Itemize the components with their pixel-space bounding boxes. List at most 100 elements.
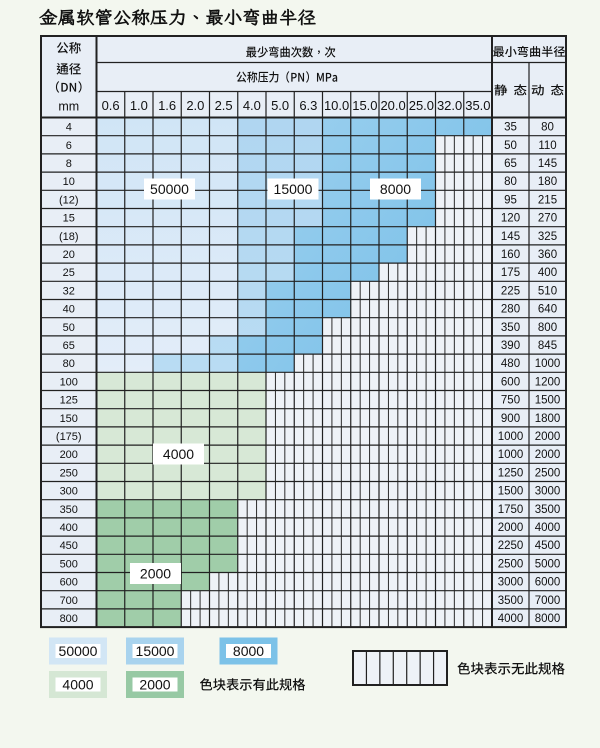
svg-text:125: 125 bbox=[60, 395, 78, 407]
svg-text:6000: 6000 bbox=[535, 577, 561, 589]
svg-text:1800: 1800 bbox=[535, 413, 561, 425]
svg-text:6.3: 6.3 bbox=[299, 98, 317, 113]
svg-text:1750: 1750 bbox=[498, 504, 524, 516]
svg-text:1.6: 1.6 bbox=[158, 98, 176, 113]
svg-text:900: 900 bbox=[501, 413, 520, 425]
svg-text:32.0: 32.0 bbox=[437, 98, 462, 113]
svg-text:640: 640 bbox=[538, 304, 557, 316]
svg-text:600: 600 bbox=[60, 577, 78, 589]
svg-text:(175): (175) bbox=[56, 431, 82, 443]
svg-text:280: 280 bbox=[501, 304, 520, 316]
svg-text:8: 8 bbox=[66, 158, 72, 170]
svg-text:2000: 2000 bbox=[535, 449, 561, 461]
svg-text:700: 700 bbox=[60, 595, 78, 607]
svg-text:65: 65 bbox=[63, 340, 75, 352]
svg-text:1500: 1500 bbox=[498, 486, 524, 498]
svg-text:100: 100 bbox=[60, 376, 78, 388]
svg-text:390: 390 bbox=[501, 340, 520, 352]
svg-text:150: 150 bbox=[60, 413, 78, 425]
svg-text:7000: 7000 bbox=[535, 595, 561, 607]
svg-text:1000: 1000 bbox=[535, 358, 561, 370]
svg-text:750: 750 bbox=[501, 395, 520, 407]
svg-text:1000: 1000 bbox=[498, 449, 524, 461]
svg-text:mm: mm bbox=[58, 100, 79, 114]
svg-text:450: 450 bbox=[60, 540, 78, 552]
svg-text:2000: 2000 bbox=[498, 522, 524, 534]
svg-text:20.0: 20.0 bbox=[380, 98, 405, 113]
svg-text:15: 15 bbox=[63, 213, 75, 225]
svg-text:400: 400 bbox=[538, 267, 557, 279]
svg-text:2500: 2500 bbox=[535, 467, 561, 479]
svg-text:35.0: 35.0 bbox=[465, 98, 490, 113]
svg-text:3500: 3500 bbox=[498, 595, 524, 607]
svg-text:15000: 15000 bbox=[274, 181, 313, 197]
svg-text:200: 200 bbox=[60, 449, 78, 461]
svg-text:0.6: 0.6 bbox=[102, 98, 120, 113]
svg-text:50000: 50000 bbox=[150, 181, 189, 197]
svg-text:1000: 1000 bbox=[498, 431, 524, 443]
svg-text:5000: 5000 bbox=[535, 558, 561, 570]
svg-text:480: 480 bbox=[501, 358, 520, 370]
svg-text:300: 300 bbox=[60, 486, 78, 498]
svg-text:10: 10 bbox=[63, 176, 75, 188]
svg-text:3000: 3000 bbox=[498, 577, 524, 589]
svg-text:4.0: 4.0 bbox=[243, 98, 261, 113]
svg-text:4000: 4000 bbox=[535, 522, 561, 534]
svg-text:5.0: 5.0 bbox=[271, 98, 289, 113]
svg-text:270: 270 bbox=[538, 213, 557, 225]
svg-text:1500: 1500 bbox=[535, 395, 561, 407]
svg-text:3500: 3500 bbox=[535, 504, 561, 516]
svg-text:65: 65 bbox=[504, 158, 517, 170]
svg-text:510: 510 bbox=[538, 285, 557, 297]
svg-text:80: 80 bbox=[504, 176, 517, 188]
svg-text:160: 160 bbox=[501, 249, 520, 261]
svg-text:250: 250 bbox=[60, 467, 78, 479]
svg-text:50: 50 bbox=[504, 140, 517, 152]
svg-text:4000: 4000 bbox=[163, 446, 194, 462]
svg-text:80: 80 bbox=[63, 358, 75, 370]
svg-text:(12): (12) bbox=[59, 194, 79, 206]
svg-text:4000: 4000 bbox=[62, 677, 93, 693]
svg-text:20: 20 bbox=[63, 249, 75, 261]
svg-text:15.0: 15.0 bbox=[352, 98, 377, 113]
svg-text:215: 215 bbox=[538, 194, 557, 206]
svg-text:225: 225 bbox=[501, 285, 520, 297]
svg-text:2.5: 2.5 bbox=[215, 98, 233, 113]
svg-text:2250: 2250 bbox=[498, 540, 524, 552]
svg-text:350: 350 bbox=[501, 322, 520, 334]
svg-text:15000: 15000 bbox=[136, 643, 175, 659]
svg-text:4000: 4000 bbox=[498, 613, 524, 625]
svg-text:2000: 2000 bbox=[535, 431, 561, 443]
svg-text:1200: 1200 bbox=[535, 376, 561, 388]
svg-text:360: 360 bbox=[538, 249, 557, 261]
svg-text:175: 175 bbox=[501, 267, 520, 279]
svg-text:95: 95 bbox=[504, 194, 517, 206]
svg-text:10.0: 10.0 bbox=[324, 98, 349, 113]
svg-text:120: 120 bbox=[501, 213, 520, 225]
svg-text:145: 145 bbox=[501, 231, 520, 243]
svg-text:180: 180 bbox=[538, 176, 557, 188]
svg-text:50: 50 bbox=[63, 322, 75, 334]
svg-text:845: 845 bbox=[538, 340, 557, 352]
svg-text:4: 4 bbox=[66, 122, 72, 134]
svg-text:50000: 50000 bbox=[59, 643, 98, 659]
svg-text:400: 400 bbox=[60, 522, 78, 534]
svg-text:500: 500 bbox=[60, 558, 78, 570]
svg-text:(18): (18) bbox=[59, 231, 79, 243]
svg-text:1.0: 1.0 bbox=[130, 98, 148, 113]
svg-text:80: 80 bbox=[541, 122, 554, 134]
svg-text:3000: 3000 bbox=[535, 486, 561, 498]
svg-text:325: 325 bbox=[538, 231, 557, 243]
svg-text:350: 350 bbox=[60, 504, 78, 516]
svg-text:6: 6 bbox=[66, 140, 72, 152]
svg-text:8000: 8000 bbox=[535, 613, 561, 625]
svg-text:1250: 1250 bbox=[498, 467, 524, 479]
svg-text:145: 145 bbox=[538, 158, 557, 170]
svg-text:110: 110 bbox=[538, 140, 556, 152]
svg-text:600: 600 bbox=[501, 376, 520, 388]
svg-text:32: 32 bbox=[63, 285, 75, 297]
svg-text:800: 800 bbox=[538, 322, 557, 334]
svg-text:25: 25 bbox=[63, 267, 75, 279]
svg-text:4500: 4500 bbox=[535, 540, 561, 552]
svg-text:8000: 8000 bbox=[380, 181, 411, 197]
